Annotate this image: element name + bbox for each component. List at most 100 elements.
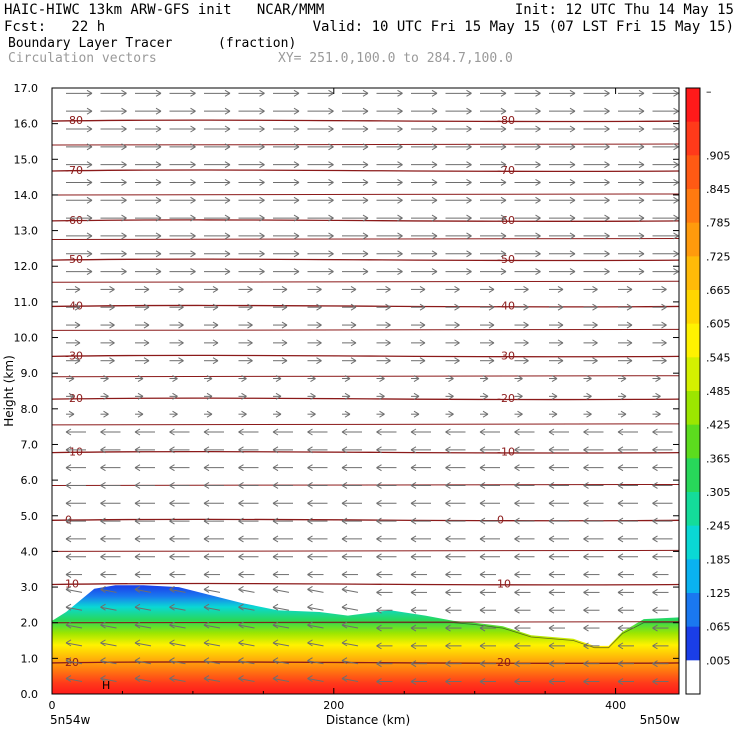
- vector-arrowhead: [307, 553, 313, 561]
- vector-arrowhead: [328, 143, 334, 151]
- vector-arrowhead: [272, 621, 279, 629]
- vector-arrowhead: [638, 125, 645, 133]
- vector-arrowhead: [445, 678, 451, 685]
- vector-arrowhead: [341, 639, 348, 647]
- vector-arrowhead: [328, 89, 334, 97]
- vector-arrowhead: [121, 89, 127, 97]
- vector-arrowhead: [100, 517, 106, 525]
- vector-arrowhead: [652, 464, 658, 472]
- colorbar-swatch: [686, 88, 700, 123]
- vector-arrowhead: [535, 232, 541, 240]
- vector-arrow: [341, 588, 359, 593]
- colorbar-swatch: [686, 256, 700, 291]
- vector-arrowhead: [362, 179, 369, 186]
- vector-arrowhead: [397, 214, 403, 222]
- vector-arrowhead: [172, 375, 178, 382]
- vector-arrowhead: [109, 321, 115, 329]
- vector-arrowhead: [341, 517, 348, 525]
- vector-arrowhead: [86, 232, 93, 240]
- vector-arrowhead: [410, 446, 417, 454]
- vector-arrowhead: [514, 588, 520, 596]
- contour-line: [52, 549, 679, 552]
- vector-arrowhead: [479, 642, 486, 650]
- vector-arrowhead: [169, 517, 175, 525]
- vector-arrowhead: [341, 657, 348, 665]
- vector-arrowhead: [109, 357, 115, 365]
- vector-arrowhead: [604, 161, 610, 169]
- y-tick-label: 13.0: [14, 225, 39, 238]
- vector-arrowhead: [307, 571, 313, 579]
- vector-arrowhead: [307, 535, 313, 543]
- vector-arrowhead: [638, 250, 645, 258]
- vector-arrowhead: [316, 357, 322, 365]
- y-tick-label: 1.0: [21, 652, 39, 665]
- vector-arrowhead: [419, 285, 426, 293]
- vector-arrowhead: [431, 214, 438, 222]
- vector-arrowhead: [190, 143, 196, 151]
- vector-arrowhead: [583, 606, 589, 614]
- y-axis: 0.0 1.0 2.0 3.0 4.0 5.0 6.0 7.0 8.0 9.0 10.0 11.0 12…: [14, 82, 679, 701]
- vector-arrowhead: [514, 464, 520, 472]
- vector-arrowhead: [307, 639, 313, 647]
- vector-arrowhead: [488, 303, 495, 311]
- vector-arrow: [272, 624, 290, 629]
- vector-arrowhead: [617, 624, 624, 632]
- vector-arrowhead: [169, 553, 175, 561]
- vector-arrowhead: [103, 392, 109, 400]
- vector-arrowhead: [419, 357, 426, 365]
- vector-arrowhead: [397, 196, 403, 204]
- vector-arrowhead: [655, 392, 661, 400]
- vector-arrowhead: [328, 232, 334, 240]
- vector-arrowhead: [293, 196, 300, 204]
- vector-arrowhead: [454, 357, 460, 365]
- vector-arrowhead: [259, 268, 265, 276]
- x-axis: 0 200 400: [49, 88, 626, 712]
- vector-arrowhead: [65, 499, 72, 507]
- vector-arrowhead: [272, 482, 279, 489]
- vector-arrowhead: [397, 125, 403, 133]
- vector-arrowhead: [362, 161, 369, 169]
- vector-arrowhead: [341, 428, 348, 436]
- colorbar-swatch: [686, 660, 700, 695]
- vector-arrowhead: [143, 285, 150, 293]
- vector-arrowhead: [272, 639, 279, 647]
- vector-arrowhead: [466, 143, 472, 151]
- vector-arrowhead: [259, 89, 265, 97]
- contour-line: [52, 280, 679, 283]
- vector-arrowhead: [569, 125, 576, 133]
- vector-arrowhead: [557, 339, 564, 347]
- vector-arrowhead: [100, 657, 106, 665]
- vector-arrowhead: [272, 499, 279, 507]
- colorbar-swatch: [686, 559, 700, 594]
- contour-line: [52, 169, 679, 173]
- vector-arrowhead: [134, 621, 141, 629]
- left-end-label: 5n54w: [50, 713, 91, 727]
- colorbar-label: .365: [706, 452, 731, 465]
- vector-arrowhead: [466, 179, 472, 186]
- vector-arrowhead: [316, 321, 322, 329]
- vector-arrowhead: [652, 642, 658, 650]
- colorbar-label: .425: [706, 419, 731, 432]
- vector-arrowhead: [604, 107, 610, 115]
- vector-arrowhead: [652, 678, 658, 685]
- x-axis-label: Distance (km): [326, 713, 410, 727]
- vector-arrowhead: [569, 89, 576, 97]
- vector-arrowhead: [224, 89, 231, 97]
- vector-arrowhead: [419, 339, 426, 347]
- contour-label: -50: [497, 253, 515, 266]
- contour-label: -60: [497, 214, 515, 227]
- vector-arrowhead: [341, 499, 348, 507]
- vector-arrowhead: [109, 339, 115, 347]
- vector-arrowhead: [410, 571, 417, 579]
- vector-arrowhead: [316, 339, 322, 347]
- vector-arrowhead: [178, 339, 184, 347]
- vector-arrowhead: [155, 196, 162, 204]
- vector-arrowhead: [548, 642, 555, 650]
- vector-arrowhead: [410, 606, 417, 614]
- vector-arrowhead: [617, 482, 624, 489]
- vector-arrowhead: [445, 535, 451, 543]
- vector-arrowhead: [604, 268, 610, 276]
- vector-arrowhead: [661, 339, 667, 347]
- vector-arrowhead: [583, 428, 589, 436]
- vector-arrowhead: [74, 339, 81, 347]
